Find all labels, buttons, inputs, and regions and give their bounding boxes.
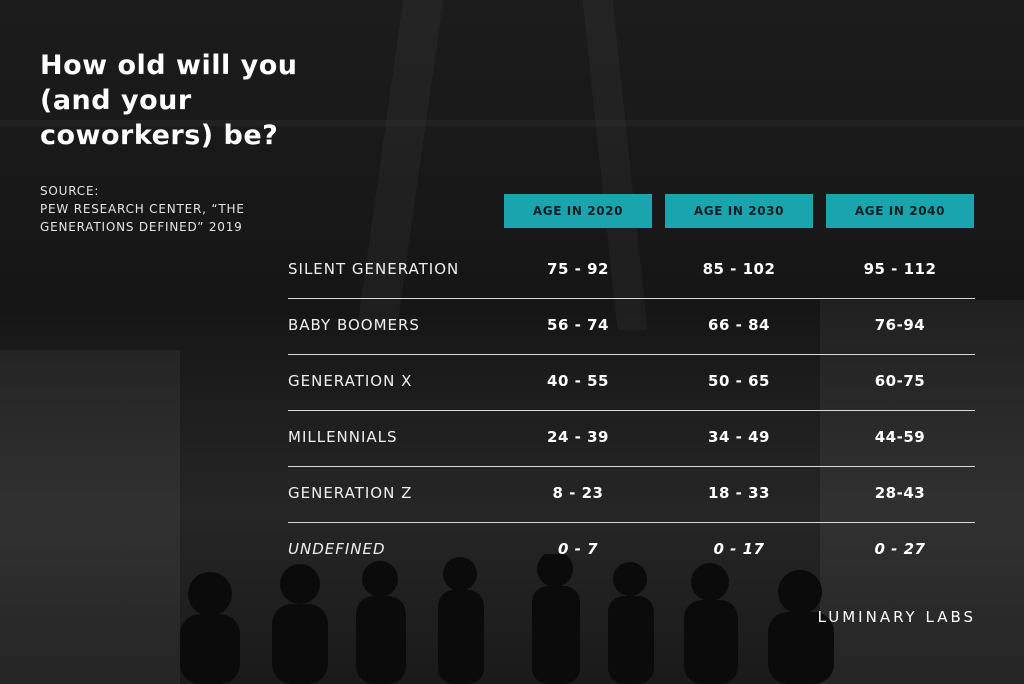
column-header-2040: AGE IN 2040 xyxy=(826,194,974,228)
table-cell: 66 - 84 xyxy=(708,316,770,334)
table-row: SILENT GENERATION 75 - 92 85 - 102 95 - … xyxy=(288,243,975,299)
table-cell: 40 - 55 xyxy=(547,372,609,390)
table-cell: 8 - 23 xyxy=(552,484,604,502)
table-cell: 95 - 112 xyxy=(863,260,937,278)
source-note: SOURCE: PEW RESEARCH CENTER, “THE GENERA… xyxy=(40,182,290,236)
people-silhouette-icon xyxy=(180,554,834,684)
age-table: SILENT GENERATION 75 - 92 85 - 102 95 - … xyxy=(288,243,975,578)
row-label: MILLENNIALS xyxy=(288,428,398,446)
table-cell: 60-75 xyxy=(874,372,926,390)
table-cell: 50 - 65 xyxy=(708,372,770,390)
table-cell: 0 - 7 xyxy=(557,540,599,558)
table-cell: 76-94 xyxy=(874,316,926,334)
row-label: GENERATION X xyxy=(288,372,413,390)
table-row: UNDEFINED 0 - 7 0 - 17 0 - 27 xyxy=(288,523,975,578)
row-label: GENERATION Z xyxy=(288,484,413,502)
table-cell: 0 - 27 xyxy=(874,540,926,558)
table-cell: 85 - 102 xyxy=(702,260,776,278)
column-header-2020: AGE IN 2020 xyxy=(504,194,652,228)
brand-logo: LUMINARY LABS xyxy=(817,608,976,626)
row-label: UNDEFINED xyxy=(288,540,386,558)
source-line: GENERATIONS DEFINED” 2019 xyxy=(40,220,243,234)
row-label: SILENT GENERATION xyxy=(288,260,460,278)
table-cell: 28-43 xyxy=(874,484,926,502)
table-cell: 0 - 17 xyxy=(713,540,765,558)
table-cell: 34 - 49 xyxy=(708,428,770,446)
table-cell: 18 - 33 xyxy=(708,484,770,502)
table-row: BABY BOOMERS 56 - 74 66 - 84 76-94 xyxy=(288,299,975,355)
source-line: SOURCE: xyxy=(40,184,100,198)
table-cell: 56 - 74 xyxy=(547,316,609,334)
table-row: GENERATION Z 8 - 23 18 - 33 28-43 xyxy=(288,467,975,523)
source-line: PEW RESEARCH CENTER, “THE xyxy=(40,202,245,216)
table-cell: 24 - 39 xyxy=(547,428,609,446)
table-row: GENERATION X 40 - 55 50 - 65 60-75 xyxy=(288,355,975,411)
table-cell: 75 - 92 xyxy=(547,260,609,278)
row-label: BABY BOOMERS xyxy=(288,316,420,334)
column-headers: AGE IN 2020 AGE IN 2030 AGE IN 2040 xyxy=(0,194,1024,228)
column-header-2030: AGE IN 2030 xyxy=(665,194,813,228)
table-row: MILLENNIALS 24 - 39 34 - 49 44-59 xyxy=(288,411,975,467)
table-cell: 44-59 xyxy=(874,428,926,446)
page-title: How old will you (and your coworkers) be… xyxy=(40,50,298,151)
